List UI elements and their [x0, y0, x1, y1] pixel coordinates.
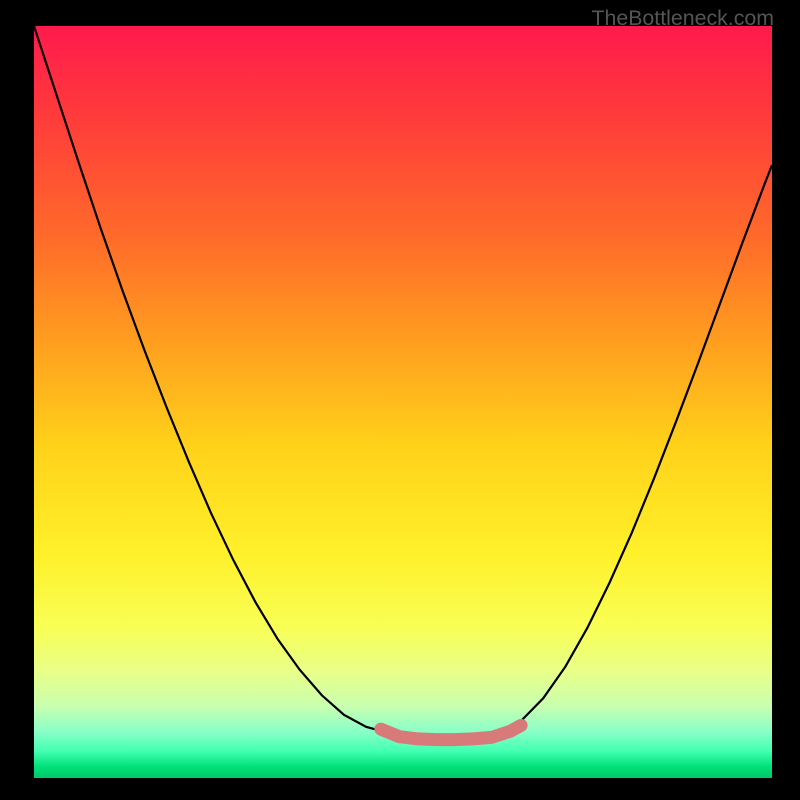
chart-container: TheBottleneck.com	[0, 0, 800, 800]
watermark-text: TheBottleneck.com	[591, 6, 774, 31]
plot-area	[34, 26, 772, 778]
bottleneck-curve	[34, 26, 772, 736]
flat-region-marker	[381, 725, 521, 739]
chart-svg	[34, 26, 772, 778]
